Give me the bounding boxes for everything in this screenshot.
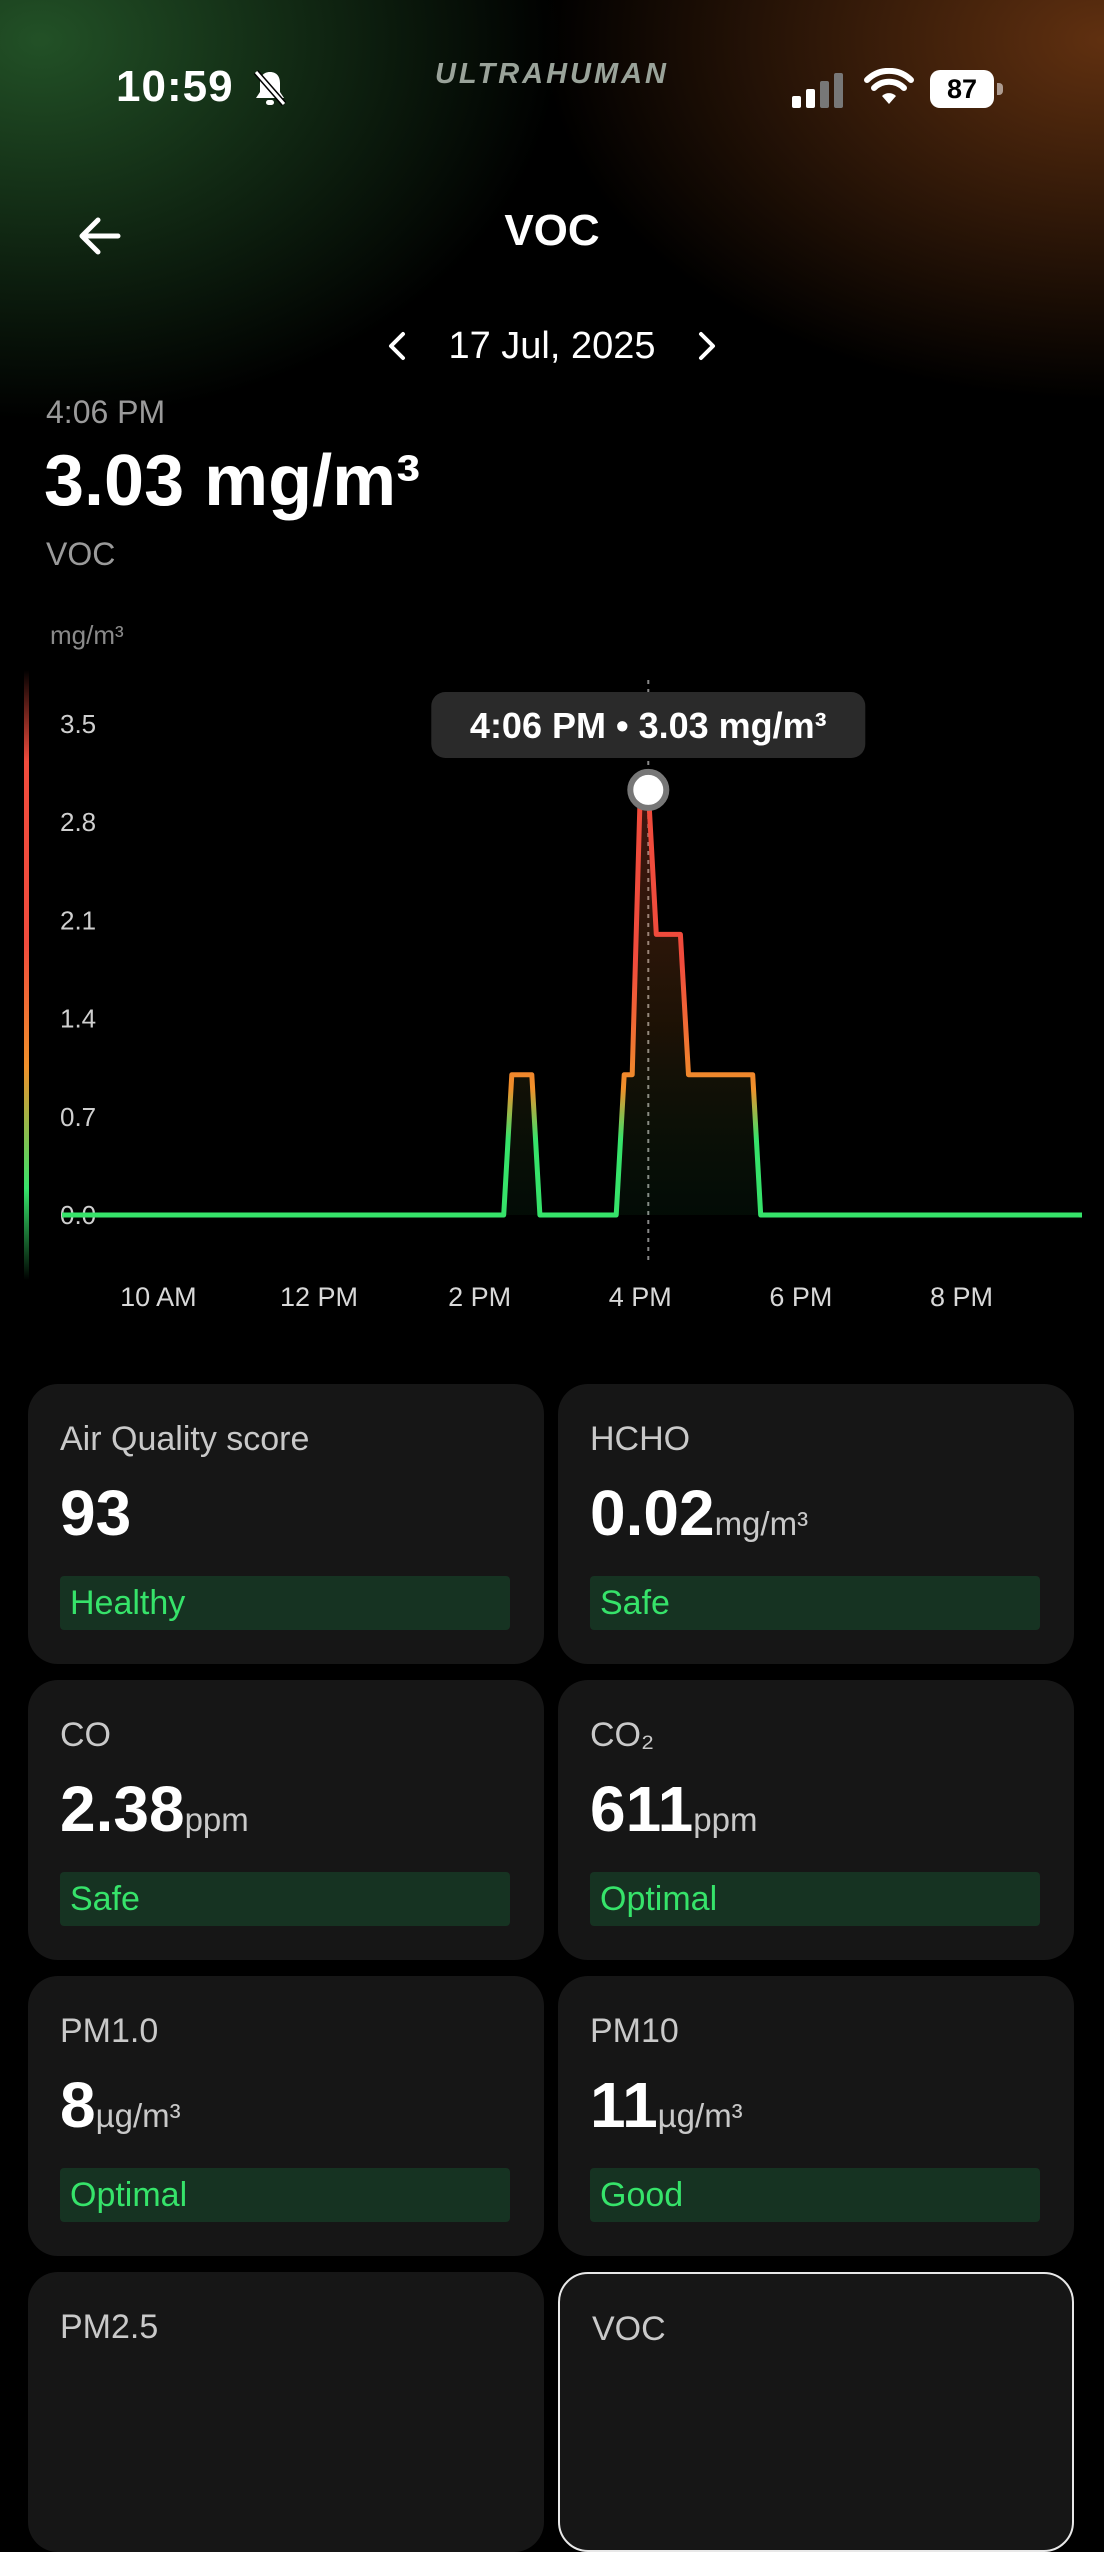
metric-unit: mg/m³ xyxy=(714,1505,809,1542)
wifi-icon xyxy=(864,68,914,104)
signal-icon xyxy=(792,73,843,108)
status-time: 10:59 xyxy=(116,62,234,111)
y-tick-label: 2.1 xyxy=(60,905,96,935)
metric-name: CO₂ xyxy=(590,1716,655,1754)
metric-name: VOC xyxy=(592,2310,666,2348)
metric-name: HCHO xyxy=(590,1420,691,1458)
metric-name: PM1.0 xyxy=(60,2012,159,2050)
chart-tooltip: 4:06 PM • 3.03 mg/m³ xyxy=(431,692,866,758)
x-tick-label: 12 PM xyxy=(280,1282,358,1312)
metric-name: CO xyxy=(60,1716,111,1754)
status-badge: Good xyxy=(590,2168,1040,2222)
metric-name: Air Quality score xyxy=(60,1420,310,1458)
chevron-left-icon[interactable] xyxy=(380,326,416,366)
selected-point[interactable] xyxy=(627,768,670,811)
metric-card[interactable]: PM10 11µg/m³ Good xyxy=(558,1976,1074,2256)
metric-card[interactable]: CO 2.38ppm Safe xyxy=(28,1680,544,1960)
metric-value: 11µg/m³ xyxy=(590,2069,743,2141)
voc-chart[interactable]: mg/m³ 3.52.82.11.40.70.0 10 AM 12 PM 2 PM 4… xyxy=(0,600,1104,1320)
metric-unit: µg/m³ xyxy=(95,2097,181,2134)
brand-logo: ULTRAHUMAN xyxy=(434,58,670,90)
voc-series-line xyxy=(62,787,1082,1218)
x-tick-label: 8 PM xyxy=(930,1282,993,1312)
date-navigator: 17 Jul, 2025 xyxy=(380,320,724,372)
metric-value: 8µg/m³ xyxy=(60,2069,181,2141)
y-tick-label: 3.5 xyxy=(60,709,96,739)
metric-unit: µg/m³ xyxy=(657,2097,743,2134)
metric-name: PM2.5 xyxy=(60,2308,159,2346)
metric-card[interactable]: PM2.5 xyxy=(28,2272,544,2552)
status-badge: Healthy xyxy=(60,1576,510,1630)
reading-label: VOC xyxy=(46,536,116,572)
status-badge: Optimal xyxy=(60,2168,510,2222)
reading-time: 4:06 PM xyxy=(46,394,166,430)
metric-unit: ppm xyxy=(693,1801,758,1838)
status-bar: 10:59 ULTRAHUMAN 87 xyxy=(0,0,1104,180)
x-tick-label: 4 PM xyxy=(609,1282,672,1312)
battery-icon: 87 xyxy=(930,70,1004,108)
status-badge: Safe xyxy=(60,1872,510,1926)
x-tick-label: 6 PM xyxy=(769,1282,832,1312)
status-badge: Safe xyxy=(590,1576,1040,1630)
color-scale-bar xyxy=(24,670,29,1280)
metric-value: 2.38ppm xyxy=(60,1773,249,1845)
y-axis-unit: mg/m³ xyxy=(50,620,124,650)
arrow-left-icon[interactable] xyxy=(70,206,130,266)
metric-card[interactable]: VOC xyxy=(558,2272,1074,2552)
metric-value: 93 xyxy=(60,1477,132,1549)
metric-card[interactable]: CO₂ 611ppm Optimal xyxy=(558,1680,1074,1960)
y-tick-label: 1.4 xyxy=(60,1004,96,1034)
metric-unit: ppm xyxy=(184,1801,249,1838)
x-tick-label: 10 AM xyxy=(120,1282,197,1312)
battery-level: 87 xyxy=(930,70,994,108)
bell-slash-icon xyxy=(253,70,287,106)
metric-card[interactable]: Air Quality score 93 Healthy xyxy=(28,1384,544,1664)
chevron-right-icon[interactable] xyxy=(688,326,724,366)
chart-area-fill xyxy=(62,789,1082,1215)
current-date: 17 Jul, 2025 xyxy=(448,325,656,367)
metric-name: PM10 xyxy=(590,2012,679,2050)
reading-value: 3.03 mg/m³ xyxy=(44,441,421,521)
metric-value: 0.02mg/m³ xyxy=(590,1477,809,1549)
y-tick-label: 0.7 xyxy=(60,1102,96,1132)
status-badge: Optimal xyxy=(590,1872,1040,1926)
x-tick-label: 2 PM xyxy=(448,1282,511,1312)
metric-card[interactable]: HCHO 0.02mg/m³ Safe xyxy=(558,1384,1074,1664)
tooltip-text: 4:06 PM • 3.03 mg/m³ xyxy=(470,705,827,746)
y-tick-label: 2.8 xyxy=(60,807,96,837)
page-title: VOC xyxy=(504,206,600,255)
metric-value: 611ppm xyxy=(590,1773,758,1845)
metric-card[interactable]: PM1.0 8µg/m³ Optimal xyxy=(28,1976,544,2256)
